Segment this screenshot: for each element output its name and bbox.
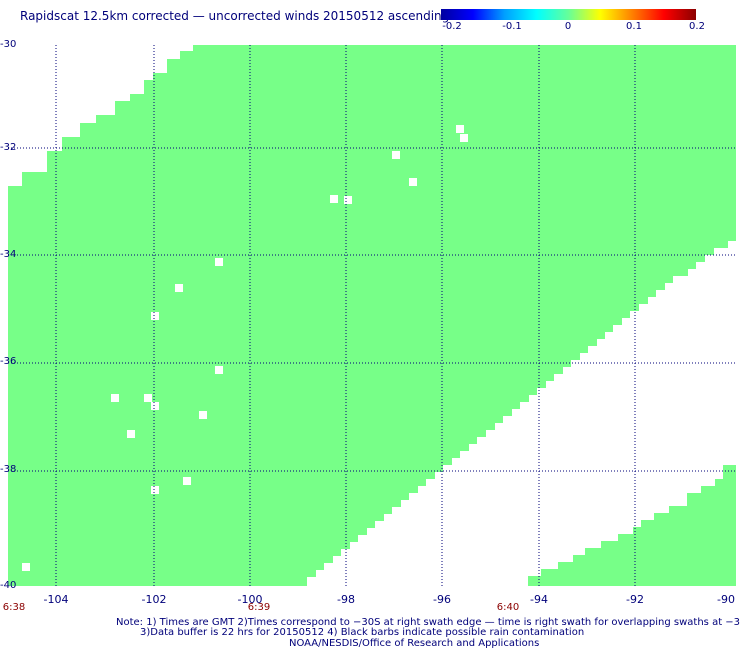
time-label: 6:39 bbox=[247, 602, 271, 613]
footnote-line-1: Note: 1) Times are GMT 2)Times correspon… bbox=[116, 617, 740, 628]
missing-cell bbox=[151, 402, 159, 410]
missing-cell bbox=[151, 486, 159, 494]
chart-title: Rapidscat 12.5km corrected — uncorrected… bbox=[20, 9, 450, 23]
missing-cell bbox=[22, 563, 30, 571]
colorbar-tick: 0.1 bbox=[626, 21, 642, 32]
colorbar bbox=[441, 9, 696, 20]
missing-cell bbox=[409, 178, 417, 186]
lon-label: -104 bbox=[43, 593, 69, 606]
time-label: 6:38 bbox=[2, 602, 26, 613]
colorbar-tick: 0 bbox=[564, 21, 572, 32]
colorbar-tick: 0.2 bbox=[689, 21, 705, 32]
missing-cell bbox=[456, 125, 464, 133]
lon-label: -90 bbox=[717, 593, 735, 606]
lon-label: -96 bbox=[433, 593, 451, 606]
missing-cell bbox=[144, 394, 152, 402]
lon-label: -100 bbox=[237, 593, 263, 606]
colorbar-tick: -0.1 bbox=[502, 21, 522, 32]
swath-map bbox=[8, 45, 736, 586]
lon-label: -92 bbox=[626, 593, 644, 606]
footnote-line-2: 3)Data buffer is 22 hrs for 20150512 4) … bbox=[140, 627, 585, 638]
lat-label: -32 bbox=[0, 142, 17, 153]
missing-cell bbox=[151, 312, 159, 320]
swath-main bbox=[8, 45, 736, 586]
lat-label: -30 bbox=[0, 39, 17, 50]
missing-cell bbox=[199, 411, 207, 419]
missing-cell bbox=[344, 196, 352, 204]
lon-label: -102 bbox=[141, 593, 167, 606]
lat-label: -38 bbox=[0, 464, 17, 475]
missing-cell bbox=[392, 151, 400, 159]
time-label: 6:40 bbox=[496, 602, 520, 613]
colorbar-tick: -0.2 bbox=[442, 21, 462, 32]
missing-cell bbox=[215, 258, 223, 266]
footnote-credit: NOAA/NESDIS/Office of Research and Appli… bbox=[289, 638, 540, 649]
missing-cell bbox=[215, 366, 223, 374]
missing-cell bbox=[330, 195, 338, 203]
missing-cell bbox=[111, 394, 119, 402]
missing-cell bbox=[183, 477, 191, 485]
lon-label: -98 bbox=[337, 593, 355, 606]
lat-label: -36 bbox=[0, 356, 17, 367]
missing-cell bbox=[175, 284, 183, 292]
lat-label: -34 bbox=[0, 249, 17, 260]
missing-cell bbox=[460, 134, 468, 142]
lat-label: -40 bbox=[0, 580, 17, 591]
missing-cell bbox=[127, 430, 135, 438]
lon-label: -94 bbox=[530, 593, 548, 606]
swath-lower-right bbox=[528, 465, 736, 586]
